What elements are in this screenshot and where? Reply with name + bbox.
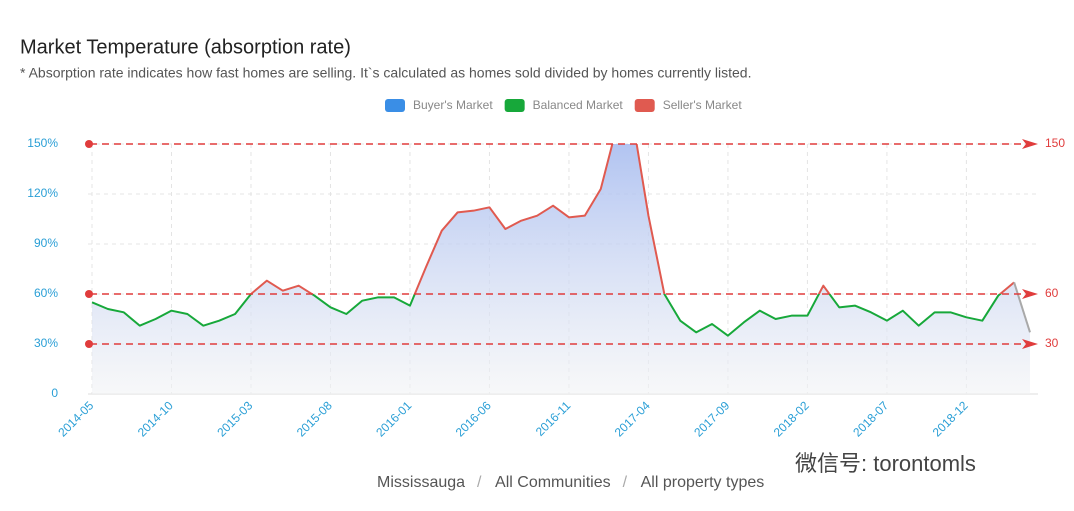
x-tick-label: 2017-04 bbox=[612, 398, 653, 439]
mark-line-start bbox=[85, 290, 93, 298]
mark-line-arrow bbox=[1022, 339, 1038, 349]
legend-swatch bbox=[385, 99, 405, 112]
mark-line-label: 30 bbox=[1045, 336, 1059, 350]
breadcrumb-separator: / bbox=[477, 474, 482, 491]
mark-line-label: 150 bbox=[1045, 136, 1065, 150]
y-tick-label: 30% bbox=[34, 336, 58, 350]
breadcrumb: Mississauga / All Communities / All property… bbox=[377, 474, 764, 491]
x-tick-label: 2018-07 bbox=[850, 398, 891, 439]
x-tick-label: 2018-02 bbox=[771, 398, 812, 439]
chart-subtitle: * Absorption rate indicates how fast hom… bbox=[20, 65, 751, 81]
x-tick-label: 2016-11 bbox=[533, 398, 574, 439]
mark-line-label: 60 bbox=[1045, 286, 1059, 300]
watermark: 微信号: torontomls bbox=[795, 451, 976, 476]
legend-label: Balanced Market bbox=[533, 98, 624, 112]
x-tick-label: 2016-01 bbox=[373, 398, 414, 439]
x-tick-label: 2016-06 bbox=[453, 398, 494, 439]
mark-line-start bbox=[85, 340, 93, 348]
y-tick-label: 120% bbox=[27, 186, 58, 200]
x-tick-label: 2017-09 bbox=[691, 398, 732, 439]
breadcrumb-item: All Communities bbox=[495, 474, 611, 491]
y-tick-label: 0 bbox=[51, 386, 58, 400]
y-tick-label: 60% bbox=[34, 286, 58, 300]
legend-label: Buyer's Market bbox=[413, 98, 493, 112]
chart-title: Market Temperature (absorption rate) bbox=[20, 36, 351, 58]
y-tick-label: 150% bbox=[27, 136, 58, 150]
x-tick-label: 2015-03 bbox=[214, 398, 255, 439]
legend-swatch bbox=[504, 99, 525, 112]
line-pending bbox=[1013, 282, 1031, 333]
x-tick-label: 2014-05 bbox=[55, 398, 96, 439]
breadcrumb-item: All property types bbox=[641, 474, 765, 491]
x-tick-label: 2015-08 bbox=[294, 398, 335, 439]
mark-line-arrow bbox=[1022, 289, 1038, 299]
line bbox=[91, 144, 1015, 337]
y-tick-label: 90% bbox=[34, 236, 58, 250]
x-tick-label: 2014-10 bbox=[135, 398, 176, 439]
breadcrumb-item: Mississauga bbox=[377, 474, 465, 491]
breadcrumb-separator: / bbox=[623, 474, 628, 491]
x-tick-label: 2018-12 bbox=[930, 398, 971, 439]
plot-area bbox=[91, 144, 1031, 394]
mark-line-arrow bbox=[1022, 139, 1038, 149]
legend-label: Seller's Market bbox=[663, 98, 743, 112]
mark-line-start bbox=[85, 140, 93, 148]
legend-swatch bbox=[634, 99, 655, 112]
area bbox=[92, 144, 1030, 394]
